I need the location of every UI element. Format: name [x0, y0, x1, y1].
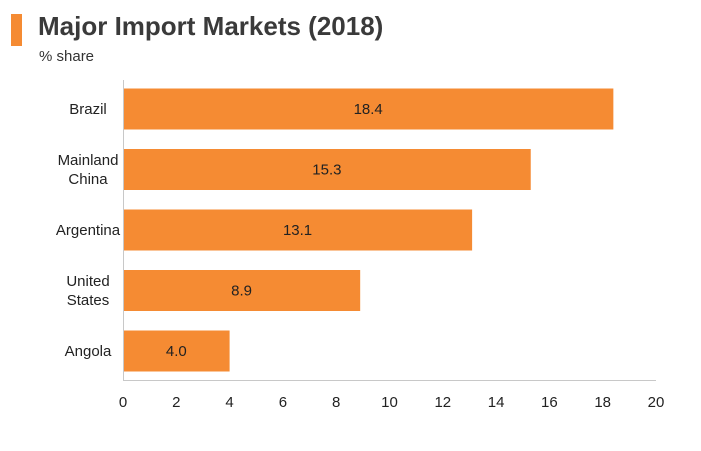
x-tick-label: 12 — [434, 394, 451, 411]
category-label-line: Brazil — [69, 101, 107, 118]
bar — [124, 88, 614, 130]
category-label: United States — [66, 273, 109, 309]
bar — [124, 330, 230, 372]
bar-value-label: 15.3 — [312, 162, 341, 179]
category-label: Angola — [65, 343, 112, 360]
x-tick-label: 14 — [488, 394, 505, 411]
x-tick-label: 6 — [279, 394, 287, 411]
category-label-line: Mainland — [58, 152, 119, 169]
x-tick-label: 2 — [172, 394, 180, 411]
bar — [124, 209, 473, 251]
bar-value-label: 18.4 — [354, 101, 383, 118]
x-tick-label: 20 — [648, 394, 665, 411]
category-label: Argentina — [56, 222, 121, 239]
category-label-line: Argentina — [56, 222, 121, 239]
bar-value-label: 4.0 — [166, 343, 187, 360]
x-tick-label: 0 — [119, 394, 127, 411]
x-tick-label: 16 — [541, 394, 558, 411]
x-tick-label: 4 — [225, 394, 233, 411]
chart-title: Major Import Markets (2018) — [38, 11, 384, 41]
category-label: Brazil — [69, 101, 107, 118]
x-tick-label: 8 — [332, 394, 340, 411]
bar-value-label: 8.9 — [231, 283, 252, 300]
chart-subtitle: % share — [39, 48, 95, 65]
category-label-line: States — [67, 292, 110, 309]
category-label-line: United — [66, 273, 109, 290]
bar-value-label: 13.1 — [283, 222, 312, 239]
category-label-line: China — [68, 171, 108, 188]
bar — [124, 149, 531, 190]
x-tick-label: 10 — [381, 394, 398, 411]
title-accent-bar — [11, 14, 22, 46]
x-tick-label: 18 — [594, 394, 611, 411]
category-label: Mainland China — [58, 152, 119, 188]
bar — [124, 270, 361, 311]
category-label-line: Angola — [65, 343, 112, 360]
